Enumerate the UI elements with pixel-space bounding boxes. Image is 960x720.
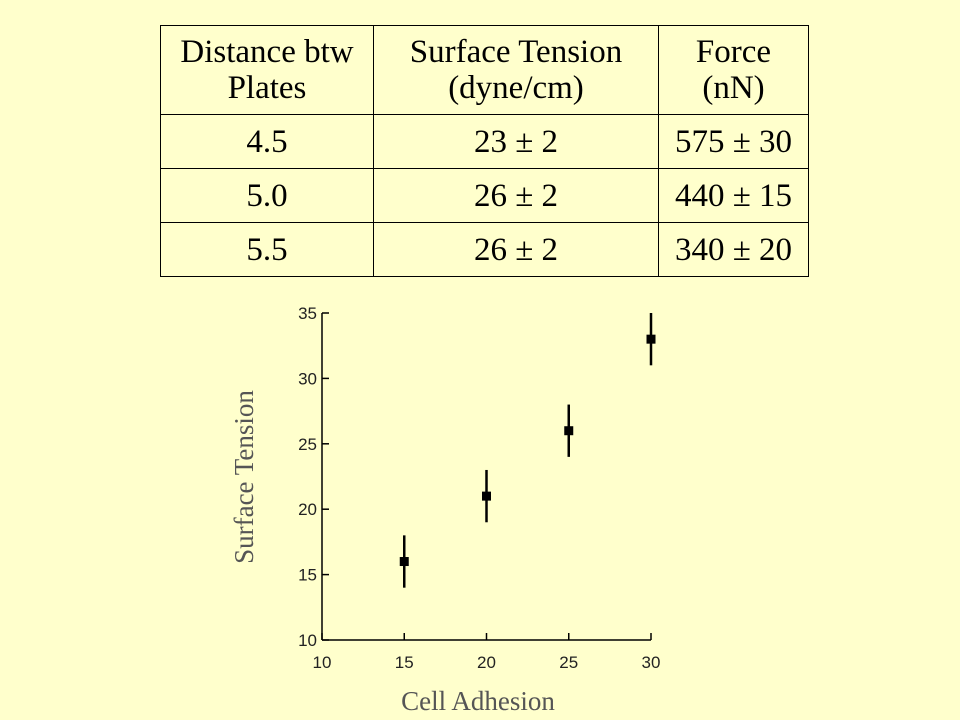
y-tick-label: 35 — [298, 304, 317, 323]
header-force-line1: Force — [695, 34, 772, 70]
x-tick-label: 15 — [395, 653, 414, 672]
x-tick-label: 10 — [313, 653, 332, 672]
header-surface-tension-line1: Surface Tension — [409, 34, 623, 70]
cell-force: 575 ± 30 — [658, 114, 809, 169]
data-point — [399, 557, 409, 567]
y-tick-label: 15 — [298, 566, 317, 585]
y-axis-label: Surface Tension — [229, 390, 259, 564]
cell-distance: 5.0 — [160, 168, 374, 223]
header-force: Force (nN) — [658, 25, 809, 115]
cell-distance: 5.5 — [160, 222, 374, 277]
data-point — [564, 426, 574, 436]
header-surface-tension-line2: (dyne/cm) — [448, 70, 584, 106]
x-axis-label: Cell Adhesion — [401, 686, 555, 716]
plot-axes: 10 15 20 25 30 35 10 15 20 25 30 — [298, 304, 660, 672]
x-tick-label: 30 — [642, 653, 661, 672]
cell-surface-tension: 26 ± 2 — [373, 222, 659, 277]
y-tick-label: 20 — [298, 500, 317, 519]
cell-force: 440 ± 15 — [658, 168, 809, 223]
header-distance-line1: Distance btw — [180, 34, 354, 70]
data-point — [482, 491, 491, 501]
x-tick-label: 20 — [477, 653, 496, 672]
table-row: 4.5 23 ± 2 575 ± 30 — [160, 114, 809, 169]
header-distance-line2: Plates — [227, 70, 307, 106]
y-tick-label: 30 — [298, 369, 317, 388]
y-tick-label: 10 — [298, 631, 317, 650]
table-row: 5.5 26 ± 2 340 ± 20 — [160, 222, 809, 277]
cell-distance: 4.5 — [160, 114, 374, 169]
plot-marks — [399, 313, 656, 588]
header-distance: Distance btw Plates — [160, 25, 374, 115]
header-force-line2: (nN) — [702, 70, 765, 106]
x-tick-label: 25 — [559, 653, 578, 672]
cell-force: 340 ± 20 — [658, 222, 809, 277]
data-point — [646, 334, 656, 344]
data-table: Distance btw Plates Surface Tension (dyn… — [160, 25, 809, 277]
y-tick-label: 25 — [298, 435, 317, 454]
table-row: 5.0 26 ± 2 440 ± 15 — [160, 168, 809, 223]
